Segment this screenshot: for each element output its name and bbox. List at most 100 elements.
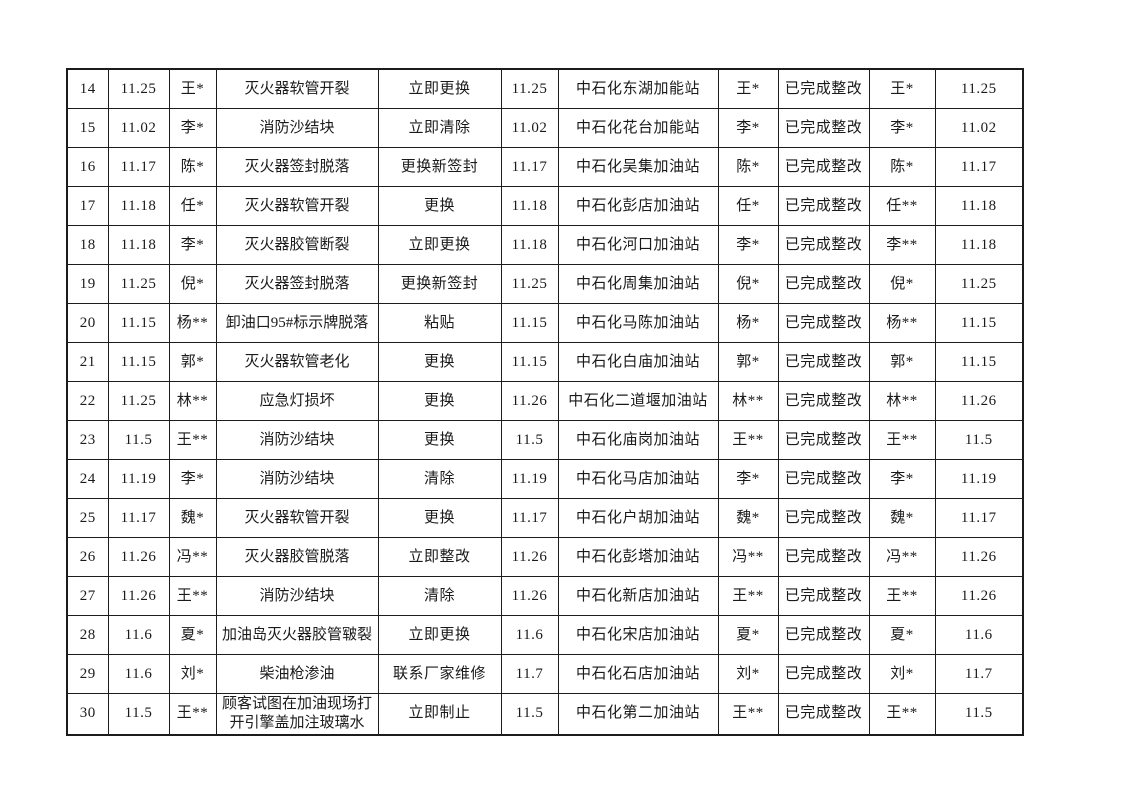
cell-date: 11.25 <box>107 381 170 421</box>
cell-inspector: 李* <box>168 225 217 265</box>
cell-station: 中石化第二加油站 <box>557 693 719 735</box>
cell-responsible: 李* <box>717 225 779 265</box>
cell-issue: 灭火器软管开裂 <box>215 186 379 226</box>
cell-status: 已完成整改 <box>777 537 870 577</box>
table-row: 20 11.15 杨** 卸油口95#标示牌脱落 粘贴 11.15 中石化马陈加油站 杨* 已完… <box>66 303 1024 343</box>
cell-date: 11.02 <box>107 108 170 148</box>
cell-verifier: 王* <box>868 68 936 109</box>
cell-status: 已完成整改 <box>777 498 870 538</box>
cell-verifier: 郭* <box>868 342 936 382</box>
table-row: 21 11.15 郭* 灭火器软管老化 更换 11.15 中石化白庙加油站 郭* 已完成整改 郭*… <box>66 342 1024 382</box>
cell-verify_date: 11.19 <box>934 459 1024 499</box>
cell-verify_date: 11.15 <box>934 303 1024 343</box>
cell-fix_date: 11.15 <box>500 342 559 382</box>
cell-date: 11.17 <box>107 147 170 187</box>
cell-measure: 更换 <box>377 381 502 421</box>
cell-measure: 清除 <box>377 459 502 499</box>
cell-date: 11.17 <box>107 498 170 538</box>
cell-date: 11.6 <box>107 615 170 655</box>
cell-status: 已完成整改 <box>777 576 870 616</box>
cell-no: 28 <box>66 615 109 655</box>
cell-status: 已完成整改 <box>777 615 870 655</box>
cell-issue: 加油岛灭火器胶管皲裂 <box>215 615 379 655</box>
cell-issue: 灭火器签封脱落 <box>215 147 379 187</box>
cell-issue: 灭火器软管开裂 <box>215 68 379 109</box>
cell-status: 已完成整改 <box>777 420 870 460</box>
cell-verifier: 王** <box>868 576 936 616</box>
cell-responsible: 王** <box>717 576 779 616</box>
cell-verifier: 冯** <box>868 537 936 577</box>
cell-measure: 立即制止 <box>377 693 502 735</box>
cell-station: 中石化新店加油站 <box>557 576 719 616</box>
cell-fix_date: 11.15 <box>500 303 559 343</box>
cell-date: 11.19 <box>107 459 170 499</box>
table-row: 19 11.25 倪* 灭火器签封脱落 更换新签封 11.25 中石化周集加油站 倪* 已完成整… <box>66 264 1024 304</box>
cell-verifier: 李* <box>868 108 936 148</box>
cell-measure: 更换 <box>377 498 502 538</box>
cell-inspector: 王* <box>168 68 217 109</box>
cell-inspector: 倪* <box>168 264 217 304</box>
cell-date: 11.5 <box>107 693 170 735</box>
cell-no: 26 <box>66 537 109 577</box>
cell-date: 11.15 <box>107 303 170 343</box>
table-row: 23 11.5 王** 消防沙结块 更换 11.5 中石化庙岗加油站 王** 已完成整改 王** 1… <box>66 420 1024 460</box>
cell-verifier: 王** <box>868 693 936 735</box>
cell-verifier: 李** <box>868 225 936 265</box>
cell-station: 中石化石店加油站 <box>557 654 719 694</box>
cell-station: 中石化庙岗加油站 <box>557 420 719 460</box>
cell-issue: 灭火器胶管脱落 <box>215 537 379 577</box>
cell-no: 17 <box>66 186 109 226</box>
table-row: 24 11.19 李* 消防沙结块 清除 11.19 中石化马店加油站 李* 已完成整改 李* 11… <box>66 459 1024 499</box>
cell-fix_date: 11.17 <box>500 498 559 538</box>
cell-measure: 立即更换 <box>377 68 502 109</box>
table-row: 28 11.6 夏* 加油岛灭火器胶管皲裂 立即更换 11.6 中石化宋店加油站 夏* 已完成整… <box>66 615 1024 655</box>
cell-measure: 更换 <box>377 420 502 460</box>
cell-no: 30 <box>66 693 109 735</box>
cell-date: 11.15 <box>107 342 170 382</box>
cell-date: 11.26 <box>107 576 170 616</box>
cell-fix_date: 11.26 <box>500 537 559 577</box>
cell-verifier: 林** <box>868 381 936 421</box>
cell-status: 已完成整改 <box>777 459 870 499</box>
cell-verify_date: 11.25 <box>934 264 1024 304</box>
cell-verify_date: 11.25 <box>934 68 1024 109</box>
cell-responsible: 倪* <box>717 264 779 304</box>
cell-station: 中石化马店加油站 <box>557 459 719 499</box>
cell-responsible: 王** <box>717 420 779 460</box>
cell-responsible: 李* <box>717 459 779 499</box>
cell-verify_date: 11.26 <box>934 537 1024 577</box>
cell-inspector: 王** <box>168 576 217 616</box>
cell-issue: 灭火器软管开裂 <box>215 498 379 538</box>
cell-measure: 更换 <box>377 342 502 382</box>
cell-status: 已完成整改 <box>777 225 870 265</box>
cell-status: 已完成整改 <box>777 381 870 421</box>
inspection-table: 14 11.25 王* 灭火器软管开裂 立即更换 11.25 中石化东湖加能站 王* 已完成整改… <box>66 68 1024 736</box>
cell-verifier: 陈* <box>868 147 936 187</box>
cell-inspector: 夏* <box>168 615 217 655</box>
cell-measure: 立即整改 <box>377 537 502 577</box>
table-row: 26 11.26 冯** 灭火器胶管脱落 立即整改 11.26 中石化彭塔加油站 冯** 已完成… <box>66 537 1024 577</box>
cell-no: 15 <box>66 108 109 148</box>
cell-measure: 立即更换 <box>377 225 502 265</box>
cell-verify_date: 11.15 <box>934 342 1024 382</box>
cell-verifier: 王** <box>868 420 936 460</box>
cell-no: 18 <box>66 225 109 265</box>
cell-issue: 应急灯损坏 <box>215 381 379 421</box>
table-row: 18 11.18 李* 灭火器胶管断裂 立即更换 11.18 中石化河口加油站 李* 已完成整改… <box>66 225 1024 265</box>
cell-verify_date: 11.02 <box>934 108 1024 148</box>
cell-responsible: 王** <box>717 693 779 735</box>
cell-station: 中石化吴集加油站 <box>557 147 719 187</box>
cell-date: 11.18 <box>107 186 170 226</box>
cell-no: 25 <box>66 498 109 538</box>
cell-fix_date: 11.02 <box>500 108 559 148</box>
cell-station: 中石化花台加能站 <box>557 108 719 148</box>
cell-measure: 更换新签封 <box>377 147 502 187</box>
cell-verifier: 倪* <box>868 264 936 304</box>
cell-measure: 立即更换 <box>377 615 502 655</box>
table-row: 16 11.17 陈* 灭火器签封脱落 更换新签封 11.17 中石化吴集加油站 陈* 已完成整… <box>66 147 1024 187</box>
cell-status: 已完成整改 <box>777 108 870 148</box>
cell-fix_date: 11.5 <box>500 693 559 735</box>
cell-status: 已完成整改 <box>777 654 870 694</box>
cell-issue: 消防沙结块 <box>215 576 379 616</box>
cell-fix_date: 11.6 <box>500 615 559 655</box>
